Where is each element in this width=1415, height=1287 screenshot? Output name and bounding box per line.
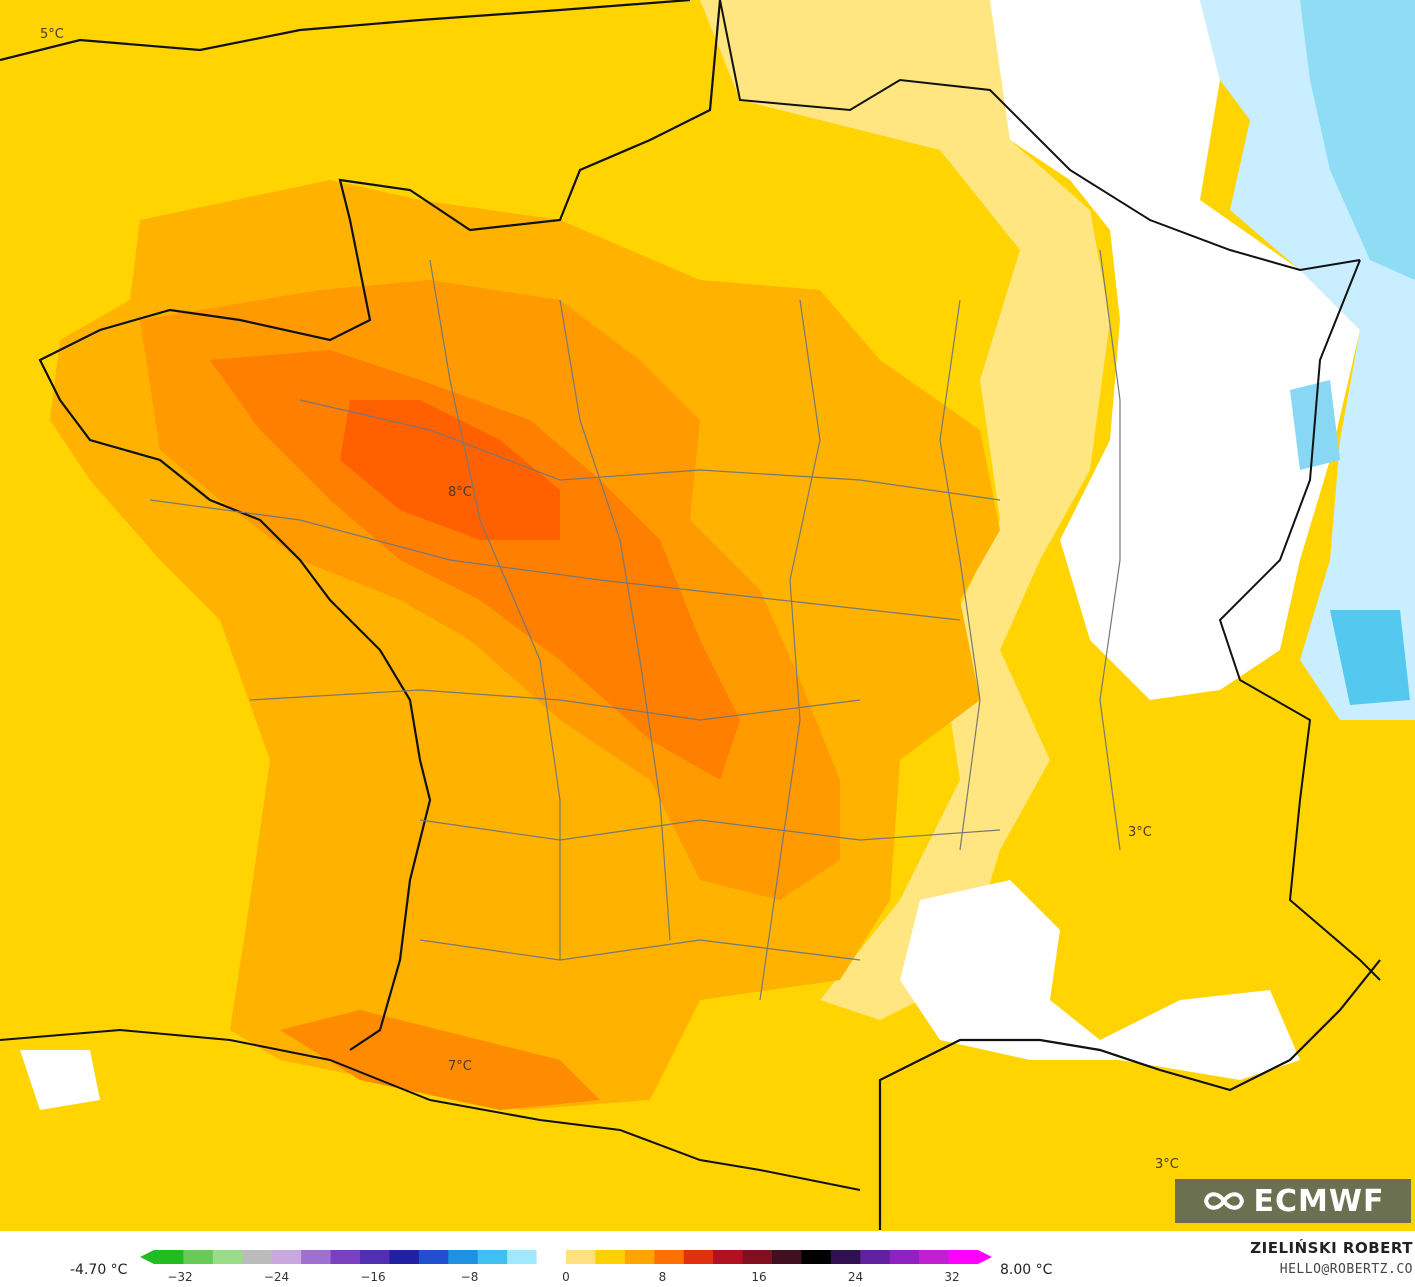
author-email: HELLO@ROBERTZ.CO bbox=[1279, 1262, 1413, 1277]
colorbar-swatch bbox=[536, 1250, 567, 1264]
colorbar-swatch bbox=[212, 1250, 243, 1264]
colorbar-swatch bbox=[301, 1250, 332, 1264]
temp-label-5: 3°C bbox=[1155, 1157, 1179, 1172]
colorbar-swatch bbox=[742, 1250, 773, 1264]
colorbar-swatch bbox=[448, 1250, 479, 1264]
colorbar-swatch bbox=[477, 1250, 508, 1264]
colorbar-tick-label: −8 bbox=[460, 1270, 479, 1284]
zone-pyrenees-orange bbox=[280, 1010, 600, 1110]
ecmwf-logo-text: ECMWF bbox=[1253, 1183, 1385, 1219]
ecmwf-logo-icon bbox=[1203, 1192, 1244, 1210]
colorbar-swatch bbox=[624, 1250, 655, 1264]
colorbar-swatch bbox=[683, 1250, 714, 1264]
colorbar-swatch bbox=[389, 1250, 420, 1264]
colorbar-tick-label: 16 bbox=[751, 1270, 767, 1284]
colorbar-tick-label: 24 bbox=[847, 1270, 864, 1284]
colorbar-swatch bbox=[507, 1250, 538, 1264]
temp-label-2: 8°C bbox=[448, 485, 472, 500]
temp-label-4: 3°C bbox=[1128, 825, 1152, 840]
ecmwf-logo: ECMWF bbox=[1175, 1179, 1411, 1223]
temperature-anomaly-map: 5°C 8°C 7°C 3°C 3°C bbox=[0, 0, 1415, 1231]
country-borders bbox=[0, 0, 1381, 1191]
zone-blue-north bbox=[1300, 0, 1415, 280]
colorbar-swatch bbox=[154, 1250, 184, 1264]
zone-white-northeast bbox=[990, 0, 1360, 700]
zone-white-southeast bbox=[900, 880, 1300, 1080]
colorbar-tick-label: −24 bbox=[263, 1270, 290, 1284]
colorbar-tick-label: 0 bbox=[562, 1270, 570, 1284]
colorbar-swatch bbox=[889, 1250, 920, 1264]
colorbar-swatch bbox=[242, 1250, 273, 1264]
zone-blue-alps bbox=[1330, 610, 1410, 705]
colorbar-tick-label: −16 bbox=[360, 1270, 386, 1284]
scale-max-label: 8.00 °C bbox=[1000, 1262, 1053, 1278]
scale-min-label: -4.70 °C bbox=[70, 1262, 128, 1278]
temp-label-1: 5°C bbox=[40, 27, 64, 42]
colorbar-swatch bbox=[360, 1250, 390, 1264]
colorbar-swatch bbox=[566, 1250, 596, 1264]
author-credit: ZIELIŃSKI ROBERT bbox=[1250, 1239, 1413, 1257]
colorbar-max-arrow bbox=[978, 1250, 992, 1264]
colorbar-swatch bbox=[595, 1250, 626, 1264]
colorbar-tick-label: 8 bbox=[658, 1270, 667, 1284]
temperature-colorbar bbox=[140, 1250, 992, 1264]
colorbar-swatch bbox=[330, 1250, 361, 1264]
colorbar-tick-label: 32 bbox=[944, 1270, 960, 1284]
department-lines bbox=[149, 249, 1121, 1001]
zone-light-yellow bbox=[700, 0, 1110, 1020]
colorbar-swatch bbox=[919, 1250, 950, 1264]
colorbar-swatch bbox=[948, 1250, 979, 1264]
colorbar-swatch bbox=[713, 1250, 744, 1264]
zone-white-southwest bbox=[20, 1050, 100, 1110]
colorbar-swatch bbox=[654, 1250, 685, 1264]
colorbar-min-arrow bbox=[140, 1250, 154, 1264]
colorbar-swatch bbox=[801, 1250, 832, 1264]
temp-label-3: 7°C bbox=[448, 1059, 472, 1074]
colorbar-swatch bbox=[271, 1250, 302, 1264]
colorbar-swatch bbox=[418, 1250, 449, 1264]
colorbar-swatch bbox=[183, 1250, 214, 1264]
colorbar-swatch bbox=[830, 1250, 861, 1264]
colorbar-tick-label: −32 bbox=[167, 1270, 193, 1284]
colorbar-swatch bbox=[772, 1250, 802, 1264]
coastline bbox=[0, 0, 1381, 1230]
colorbar-swatch bbox=[860, 1250, 891, 1264]
zone-red-orange bbox=[340, 400, 560, 540]
